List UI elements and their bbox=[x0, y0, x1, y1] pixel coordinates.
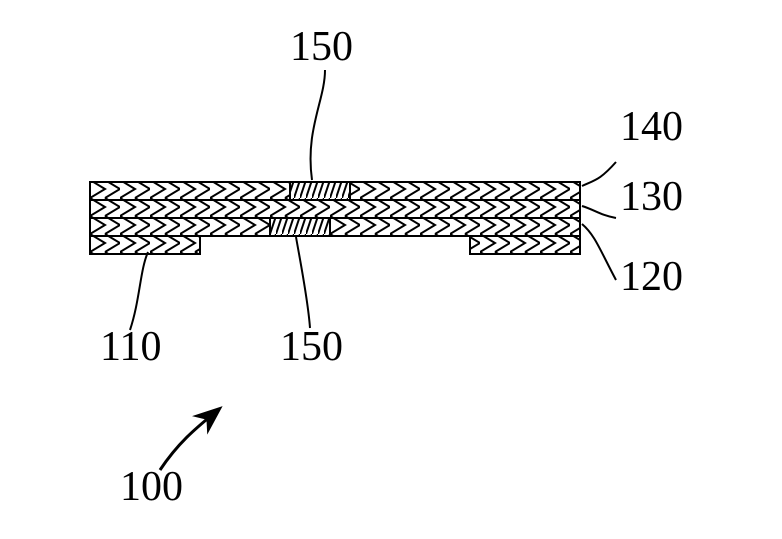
label-ref_150_top: 150 bbox=[290, 24, 353, 70]
ref-arrow-100 bbox=[160, 410, 218, 470]
label-ref_130: 130 bbox=[620, 174, 683, 220]
layer-110_right bbox=[470, 236, 580, 254]
hatched-region-140 bbox=[290, 182, 350, 200]
label-ref_120: 120 bbox=[620, 254, 683, 300]
label-ref_100: 100 bbox=[120, 464, 183, 510]
leader-ref_150_top bbox=[311, 70, 325, 180]
layer-110_left bbox=[90, 236, 200, 254]
layer-130 bbox=[90, 200, 580, 218]
leader-lines bbox=[130, 70, 616, 470]
label-ref_140: 140 bbox=[620, 104, 683, 150]
leader-ref_150_bottom bbox=[296, 237, 310, 328]
cross-section-diagram: 150 140 130 120 110 150 100 bbox=[0, 0, 782, 539]
label-ref_110: 110 bbox=[100, 324, 161, 370]
label-ref_150_bottom: 150 bbox=[280, 324, 343, 370]
hatched-region-120 bbox=[270, 218, 330, 236]
leader-ref_140 bbox=[582, 162, 616, 186]
leader-ref_130 bbox=[582, 206, 616, 218]
leader-ref_120 bbox=[582, 224, 616, 280]
leader-ref_110 bbox=[130, 252, 148, 330]
layer-120 bbox=[90, 218, 580, 236]
